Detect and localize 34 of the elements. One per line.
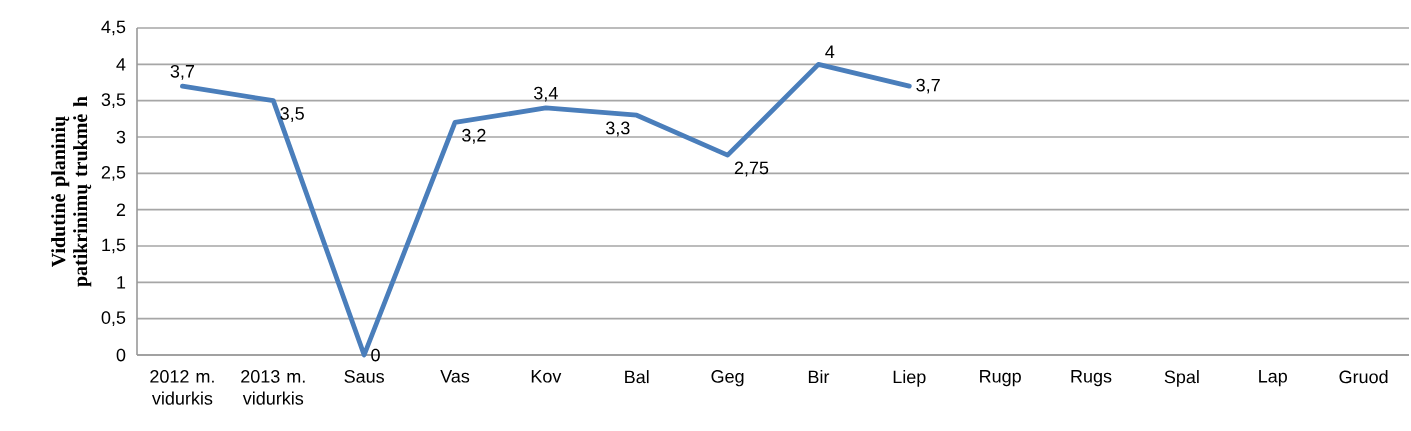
data-label: 4 [825, 45, 835, 58]
y-tick-label: 0,5 [101, 311, 126, 327]
data-label: 3,2 [462, 128, 486, 144]
y-tick-label: 4 [116, 58, 126, 71]
data-label: 3,4 [534, 86, 558, 102]
x-tick-label: 2013 m. vidurkis [241, 370, 305, 405]
data-label: 3,3 [606, 121, 630, 137]
x-tick-label: Bir [808, 370, 830, 384]
y-axis-title: Vidutinė planinių patikrinimų trukmė h [51, 96, 92, 287]
data-label: 3,7 [170, 64, 195, 80]
x-tick-label: Vas [440, 370, 470, 383]
y-tick-label: 3 [116, 130, 126, 144]
x-tick-label: Gruod [1339, 370, 1388, 384]
x-tick-label: Spal [1164, 370, 1199, 387]
x-tick-label: Rugp [980, 370, 1021, 387]
y-tick-label: 1 [117, 276, 126, 289]
y-tick-label: 1,5 [102, 238, 126, 254]
x-tick-label: Geg [711, 370, 744, 387]
y-tick-label: 4,5 [101, 20, 126, 36]
y-tick-label: 2,5 [101, 165, 126, 181]
data-label: 3,5 [280, 107, 304, 122]
y-tick-label: 3,5 [101, 93, 126, 109]
x-tick-label: Lap [1259, 370, 1287, 387]
data-label: 0 [371, 348, 380, 362]
x-tick-label: Liep [893, 370, 926, 387]
x-tick-label: Bal [625, 370, 649, 384]
x-tick-label: Saus [344, 370, 384, 383]
data-label: 2,75 [734, 161, 769, 177]
y-tick-label: 0 [116, 348, 126, 362]
x-tick-label: Rugs [1071, 370, 1112, 387]
data-label: 3,7 [916, 78, 940, 94]
x-tick-label: 2012 m. vidurkis [150, 370, 214, 405]
x-tick-label: Kov [531, 370, 562, 383]
y-tick-label: 2 [116, 203, 126, 216]
